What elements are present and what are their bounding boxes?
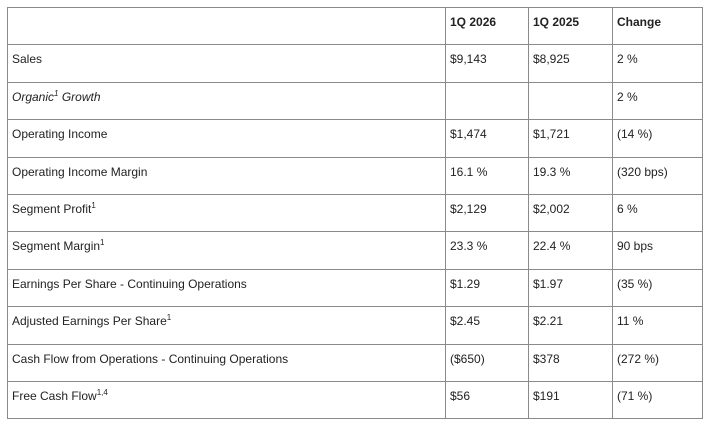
value-cell: 6 % — [612, 193, 703, 233]
value-cell: (320 bps) — [612, 156, 703, 195]
value-cell: 16.1 % — [445, 156, 529, 195]
value-cell: 19.3 % — [528, 156, 613, 195]
value-cell: $191 — [528, 380, 613, 420]
table-row: Free Cash Flow1,4 $56 $191 (71 %) — [7, 380, 703, 420]
row-label-cell: Sales — [7, 44, 446, 83]
row-label-cell: Operating Income Margin — [7, 156, 446, 195]
header-row: 1Q 2026 1Q 2025 Change — [7, 6, 703, 46]
value-cell: (71 %) — [612, 380, 703, 420]
header-cell: Change — [612, 6, 703, 46]
table-row: Operating Income $1,474 $1,721 (14 %) — [7, 119, 703, 158]
row-label-cell: Segment Margin1 — [7, 231, 446, 270]
footnote-ref: 1 — [166, 313, 172, 323]
value-cell: $2,129 — [445, 193, 529, 233]
value-cell: ($650) — [445, 343, 529, 382]
table-row: Earnings Per Share - Continuing Operatio… — [7, 268, 703, 308]
header-cell: 1Q 2025 — [528, 6, 613, 46]
row-label: Operating Income — [12, 127, 108, 142]
value-cell: $2.21 — [528, 306, 613, 345]
table-row: Adjusted Earnings Per Share1 $2.45 $2.21 11… — [7, 306, 703, 345]
value-cell: $2,002 — [528, 193, 613, 233]
value-cell — [445, 81, 529, 121]
value-cell: $1,474 — [445, 119, 529, 158]
row-label: Adjusted Earnings Per Share — [12, 314, 167, 329]
row-label-cell: Operating Income — [7, 119, 446, 158]
row-label-cell: Adjusted Earnings Per Share1 — [7, 306, 446, 345]
row-label-suffix: Growth — [58, 89, 101, 104]
value-cell: (35 %) — [612, 268, 703, 308]
row-label-cell: Segment Profit1 — [7, 193, 446, 233]
footnote-ref: 1 — [100, 238, 105, 248]
value-cell: $9,143 — [445, 44, 529, 83]
row-label-cell: Organic1 Growth — [7, 81, 446, 121]
value-cell: (272 %) — [612, 343, 703, 382]
value-cell: $1,721 — [528, 119, 613, 158]
row-label: Sales — [12, 52, 43, 67]
header-cell — [7, 6, 446, 46]
row-label: Segment Margin — [12, 239, 101, 254]
row-label: Free Cash Flow — [12, 388, 97, 403]
value-cell: $2.45 — [445, 306, 529, 345]
value-cell: $378 — [528, 343, 613, 382]
table-body: Sales $9,143 $8,925 2 % Organic1 Growth 2 % Op… — [7, 44, 703, 420]
table-row: Sales $9,143 $8,925 2 % — [7, 44, 703, 83]
row-label: Segment Profit — [12, 201, 92, 216]
row-label: Operating Income Margin — [12, 164, 148, 179]
row-label: Cash Flow from Operations - Continuing O… — [12, 351, 289, 366]
value-cell: 11 % — [612, 306, 703, 345]
value-cell: $1.29 — [445, 268, 529, 308]
footnote-ref: 1 — [91, 200, 96, 210]
table-row: Segment Margin1 23.3 % 22.4 % 90 bps — [7, 231, 703, 270]
table-row: Operating Income Margin 16.1 % 19.3 % (320 … — [7, 156, 703, 195]
table-row: Organic1 Growth 2 % — [7, 81, 703, 121]
value-cell: $8,925 — [528, 44, 613, 83]
row-label-cell: Free Cash Flow1,4 — [7, 380, 446, 420]
table-row: Segment Profit1 $2,129 $2,002 6 % — [7, 193, 703, 233]
header-cell: 1Q 2026 — [445, 6, 529, 46]
value-cell — [528, 81, 613, 121]
value-cell: (14 %) — [612, 119, 703, 158]
row-label-cell: Earnings Per Share - Continuing Operatio… — [7, 268, 446, 308]
results-table: 1Q 2026 1Q 2025 Change Sales $9,143 $8,925… — [7, 6, 703, 420]
table-row: Cash Flow from Operations - Continuing O… — [7, 343, 703, 382]
footnote-ref: 1,4 — [96, 387, 108, 397]
row-label-cell: Cash Flow from Operations - Continuing O… — [7, 343, 446, 382]
value-cell: 23.3 % — [445, 231, 529, 270]
value-cell: 90 bps — [612, 231, 703, 270]
value-cell: 2 % — [612, 81, 703, 121]
row-label: Organic — [12, 89, 55, 104]
row-label: Earnings Per Share - Continuing Operatio… — [12, 276, 247, 291]
value-cell: 2 % — [612, 44, 703, 83]
value-cell: $56 — [445, 380, 529, 420]
value-cell: 22.4 % — [528, 231, 613, 270]
footnote-ref: 1 — [54, 88, 59, 98]
value-cell: $1.97 — [528, 268, 613, 308]
